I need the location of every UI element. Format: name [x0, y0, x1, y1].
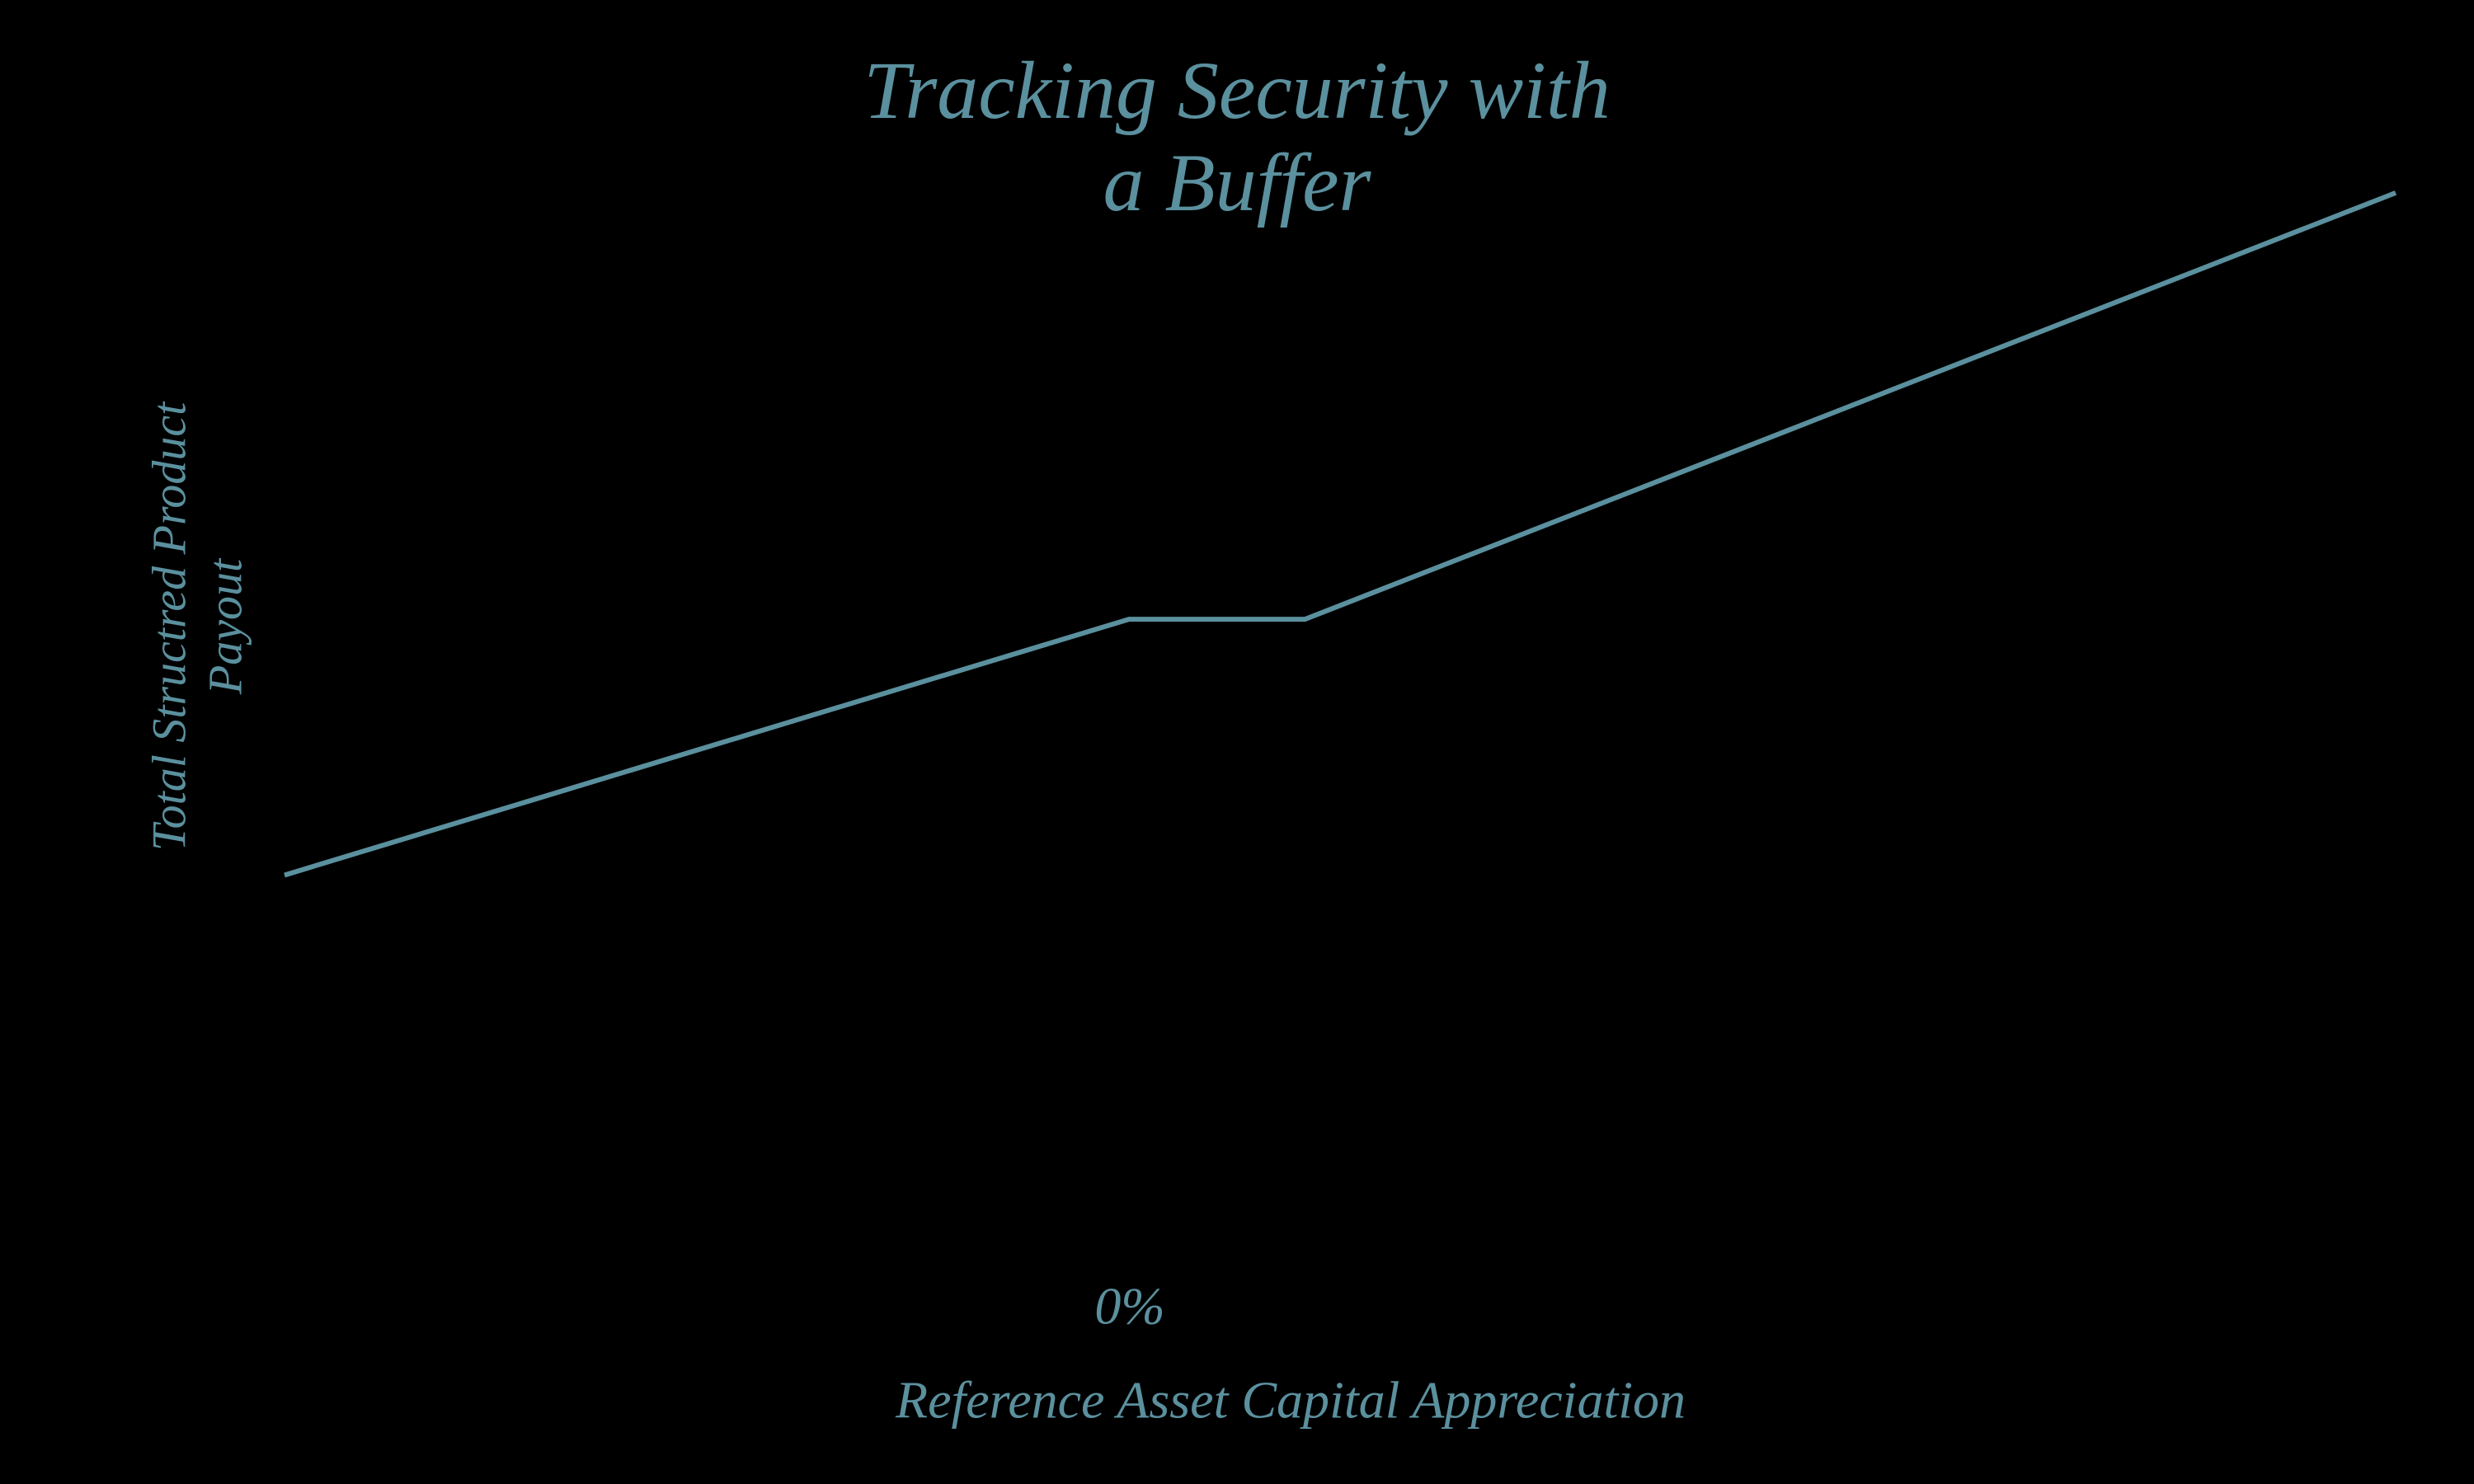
- chart-svg: Tracking Security with a Buffer Total St…: [0, 0, 2474, 1484]
- chart-title-line1: Tracking Security with: [863, 45, 1610, 136]
- y-axis-label-line2: Payout: [198, 557, 252, 695]
- chart-title-line2: a Buffer: [1103, 137, 1372, 228]
- x-axis-label: Reference Asset Capital Appreciation: [895, 1371, 1686, 1430]
- x-axis-tick-zero: 0%: [1094, 1277, 1164, 1336]
- y-axis-label-line1: Total Structred Product: [142, 401, 195, 851]
- chart-figure: Tracking Security with a Buffer Total St…: [0, 0, 2474, 1484]
